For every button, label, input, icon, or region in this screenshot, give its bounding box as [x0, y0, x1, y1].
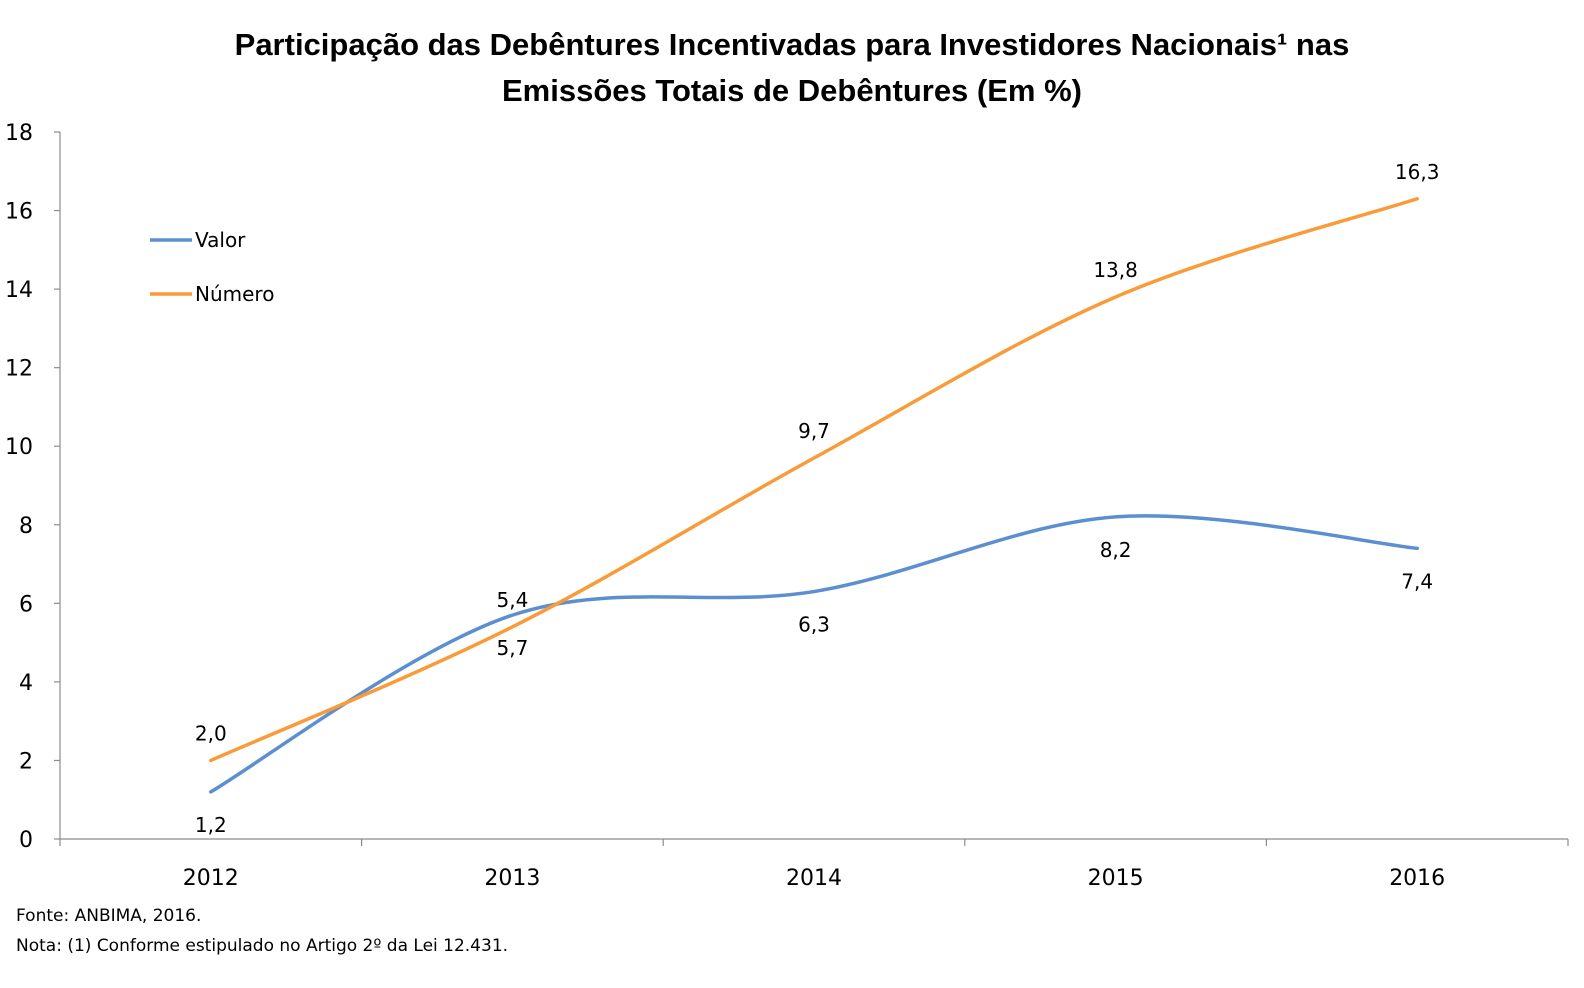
data-label: 7,4: [1401, 569, 1433, 593]
series-lines: [209, 197, 1419, 794]
chart-title-line-1: Participação das Debêntures Incentivadas…: [234, 27, 1350, 62]
y-tick-label: 6: [19, 592, 33, 617]
series-line-n-mero: [209, 197, 1419, 763]
data-label: 2,0: [195, 721, 227, 745]
y-tick-label: 14: [5, 278, 33, 303]
chart-title-line-2: Emissões Totais de Debêntures (Em %): [502, 73, 1082, 108]
source-note: Fonte: ANBIMA, 2016.: [16, 906, 202, 926]
x-tick-label: 2012: [183, 866, 239, 891]
axes: 0 2 4 6 8 10 12 14 16 18 2012 2013 2014 2015 2016: [5, 121, 1569, 891]
y-tick-label: 2: [19, 749, 33, 774]
data-label: 6,3: [798, 613, 830, 637]
x-tick-label: 2015: [1088, 866, 1144, 891]
legend: Valor Número: [150, 228, 274, 306]
y-tick-label: 4: [19, 671, 33, 696]
data-label: 5,7: [496, 636, 528, 660]
y-tick-label: 0: [19, 828, 33, 853]
legend-label: Número: [195, 282, 274, 306]
chart-title: Participação das Debêntures Incentivadas…: [0, 22, 1584, 114]
footnote: Nota: (1) Conforme estipulado no Artigo …: [16, 936, 509, 956]
data-label: 1,2: [195, 813, 227, 837]
legend-label: Valor: [195, 228, 246, 252]
y-tick-label: 12: [5, 357, 33, 382]
x-tick-label: 2013: [484, 866, 540, 891]
y-tick-label: 10: [5, 435, 33, 460]
data-label: 9,7: [798, 419, 830, 443]
data-label: 5,4: [496, 588, 528, 612]
x-tick-label: 2014: [786, 866, 842, 891]
data-labels: 1,2 5,7 6,3 8,2 7,4 2,0 5,4 9,7 13,8 16,3: [195, 160, 1440, 837]
data-label: 16,3: [1395, 160, 1440, 184]
data-label: 8,2: [1100, 538, 1132, 562]
x-tick-label: 2016: [1389, 866, 1445, 891]
data-label: 13,8: [1093, 258, 1138, 282]
y-tick-label: 8: [19, 514, 33, 539]
y-tick-label: 16: [5, 200, 33, 225]
series-line-valor: [209, 514, 1419, 794]
y-tick-label: 18: [5, 121, 33, 146]
